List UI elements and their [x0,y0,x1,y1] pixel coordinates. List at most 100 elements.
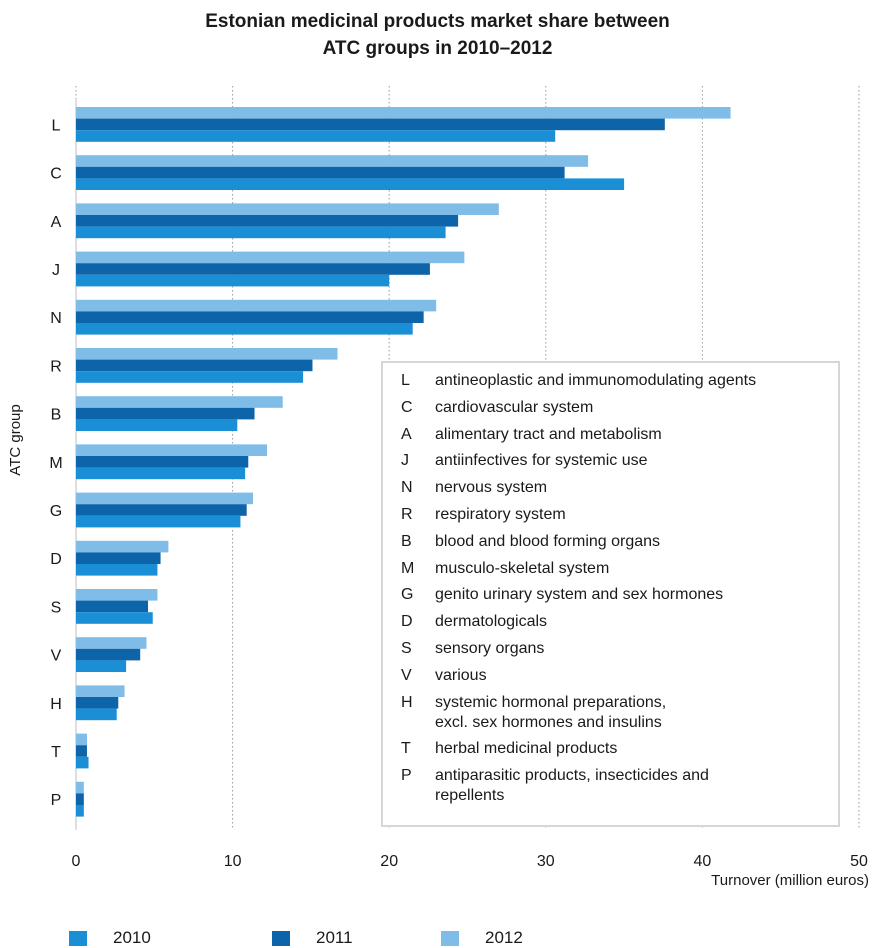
bar-H-2010 [76,708,117,721]
bar-C-2012 [76,155,589,167]
legend-description: herbal medicinal products [435,740,618,758]
category-label-A: A [51,214,62,231]
bar-D-2010 [76,564,158,576]
legend-code: S [401,639,412,657]
category-labels: L C A J N R B M G D S V H T P [49,117,62,809]
series-legend-item-2010: 2010 [69,928,151,948]
bar-M-2010 [76,467,246,480]
legend-code: L [401,372,410,389]
legend-description: sensory organs [435,639,545,657]
legend-description: antiinfectives for systemic use [435,452,648,470]
bar-S-2010 [76,612,153,624]
legend-code: C [401,398,413,416]
category-label-P: P [51,792,62,809]
bar-G-2011 [76,504,247,516]
legend-code: A [401,425,412,443]
category-label-V: V [51,648,62,665]
series-swatch [441,930,459,946]
category-label-G: G [50,503,62,520]
legend-description: antineoplastic and immunomodulating agen… [435,372,757,389]
legend-description: nervous system [435,479,548,497]
bars [76,107,731,817]
category-label-T: T [51,744,61,761]
category-label-M: M [49,455,62,472]
x-tick-label: 30 [537,853,555,870]
legend-code: D [401,613,413,631]
series-legend-label: 2012 [485,928,523,947]
series-legend-label: 2011 [316,928,353,947]
bar-B-2012 [76,396,283,408]
legend-code: P [401,767,412,785]
bar-P-2010 [76,805,84,817]
bar-M-2012 [76,444,268,456]
series-legend-label: 2010 [113,928,151,947]
legend-code: G [401,586,414,604]
x-axis-title: Turnover (million euros) [711,872,869,889]
legend-code: R [401,505,413,523]
x-tick-label: 0 [72,853,81,870]
category-label-D: D [50,551,62,568]
bar-A-2012 [76,203,499,215]
bar-J-2010 [76,274,390,287]
series-swatch [69,930,87,946]
bar-S-2011 [76,600,149,613]
bar-R-2012 [76,348,338,360]
category-label-J: J [52,262,60,279]
category-label-H: H [50,696,62,713]
series-legend: 2010 2011 2012 [0,928,875,948]
legend-code: V [401,666,412,684]
bar-T-2012 [76,733,87,746]
bar-A-2011 [76,215,459,227]
bar-G-2010 [76,515,241,528]
bar-A-2010 [76,226,446,239]
legend-code: J [401,452,409,470]
bar-D-2011 [76,552,161,564]
bar-P-2011 [76,793,84,805]
bar-R-2011 [76,359,313,372]
legend-description: various [435,666,487,684]
chart-title: Estonian medicinal products market share… [0,8,875,62]
bar-T-2010 [76,756,89,769]
x-tick-label: 40 [694,853,712,870]
category-label-C: C [50,166,62,183]
bar-B-2011 [76,407,255,420]
x-tick-label: 10 [224,853,242,870]
bar-N-2010 [76,323,413,335]
series-legend-item-2011: 2011 [272,928,353,948]
bar-H-2012 [76,685,125,697]
bar-G-2012 [76,492,253,505]
bar-V-2011 [76,648,141,661]
bar-V-2012 [76,637,147,649]
bar-P-2012 [76,781,84,794]
category-label-L: L [52,117,61,134]
x-tick-label: 20 [380,853,398,870]
legend-description: cardiovascular system [435,398,594,416]
legend-description: genito urinary system and sex hormones [435,586,724,604]
series-legend-item-2012: 2012 [441,928,523,948]
bar-V-2010 [76,660,127,672]
x-tick-labels: 0 10 20 30 40 50 [72,853,868,870]
legend-description: systemic hormonal preparations, excl. sex… [435,693,667,731]
bar-L-2010 [76,130,556,142]
legend-description: musculo-skeletal system [435,559,610,577]
legend-description: alimentary tract and metabolism [435,425,662,443]
legend-code: M [401,559,415,577]
legend-code: H [401,693,413,711]
bar-J-2012 [76,251,465,264]
bar-R-2010 [76,371,304,383]
category-label-N: N [50,310,62,327]
category-label-S: S [51,599,62,616]
x-tick-label: 50 [850,853,868,870]
